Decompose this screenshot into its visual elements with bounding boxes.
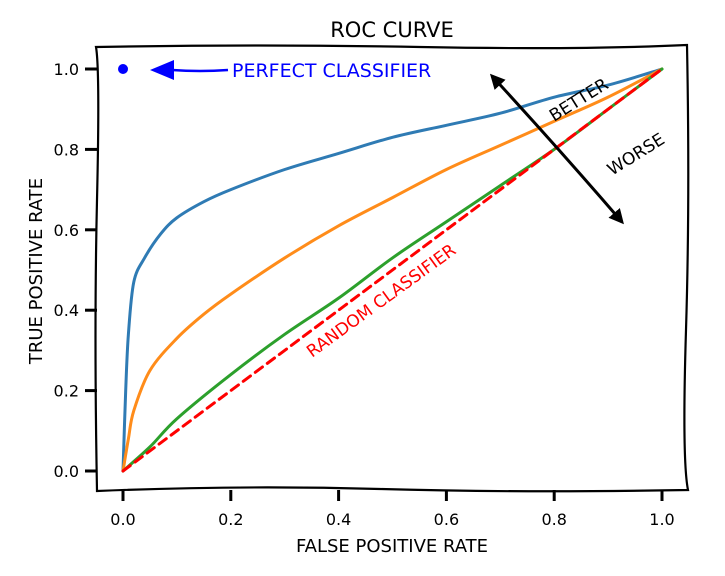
y-axis-ticks: 0.0 0.2 0.4 0.6 0.8 1.0	[54, 60, 97, 481]
plot-frame	[94, 43, 690, 493]
x-tick-label: 1.0	[649, 510, 674, 529]
x-tick-label: 0.4	[326, 510, 351, 529]
roc-series	[121, 67, 664, 473]
worse-label: WORSE	[604, 130, 668, 181]
y-tick-label: 0.4	[54, 301, 79, 320]
perfect-classifier-point	[118, 64, 128, 74]
random-classifier-line	[121, 67, 664, 473]
random-classifier-label: RANDOM CLASSIFIER	[303, 240, 460, 362]
better-worse-arrow	[489, 73, 624, 225]
y-tick-label: 0.6	[54, 221, 79, 240]
x-tick-label: 0.2	[218, 510, 243, 529]
y-tick-label: 0.0	[54, 462, 79, 481]
x-tick-label: 0.6	[434, 510, 459, 529]
y-tick-label: 0.8	[54, 140, 79, 159]
chart-title: ROC CURVE	[330, 18, 454, 42]
x-tick-label: 0.8	[541, 510, 566, 529]
y-tick-label: 0.2	[54, 382, 79, 401]
x-axis-label: FALSE POSITIVE RATE	[296, 536, 488, 557]
perfect-classifier-arrow	[171, 68, 229, 73]
perfect-classifier-label: PERFECT CLASSIFIER	[232, 60, 431, 82]
perfect-classifier-arrowhead	[150, 60, 174, 80]
y-tick-label: 1.0	[54, 60, 79, 79]
x-axis-ticks: 0.0 0.2 0.4 0.6 0.8 1.0	[110, 490, 675, 529]
y-axis-label: TRUE POSITIVE RATE	[26, 178, 47, 365]
x-tick-label: 0.0	[110, 510, 135, 529]
